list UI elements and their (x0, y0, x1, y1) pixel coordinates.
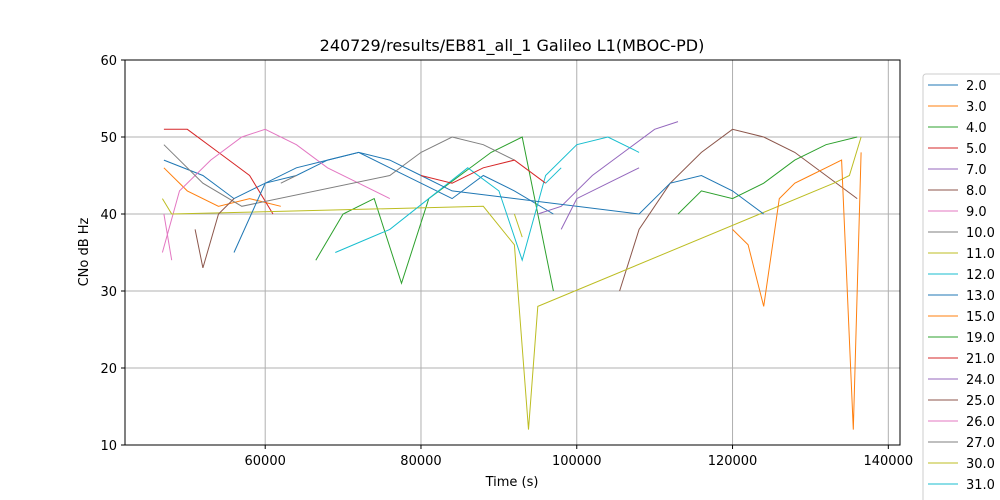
legend-label: 21.0 (966, 352, 995, 367)
series-line-27.0 (280, 175, 297, 184)
legend-label: 31.0 (966, 478, 995, 493)
legend: 2.0 3.0 4.0 5.0 7.0 8.0 9.0 10.0 11.0 12.0 13.0 15.… (922, 73, 1000, 500)
legend-label: 7.0 (966, 163, 987, 178)
legend-entry: 31.0 (928, 478, 995, 493)
series-lines (161, 121, 862, 430)
legend-label: 3.0 (966, 100, 987, 115)
series-line-21.0 (420, 159, 546, 184)
legend-entry: 25.0 (928, 394, 995, 409)
legend-entry: 19.0 (928, 331, 995, 346)
legend-entry: 7.0 (928, 163, 987, 178)
legend-entry: 8.0 (928, 184, 987, 199)
legend-entry: 11.0 (928, 247, 995, 262)
series-line-3.0 (163, 167, 281, 207)
legend-entry: 15.0 (928, 310, 995, 325)
legend-entry: 2.0 (928, 79, 987, 94)
legend-label: 15.0 (966, 310, 995, 325)
x-tick-label: 140000 (863, 454, 913, 469)
legend-label: 8.0 (966, 184, 987, 199)
legend-label: 2.0 (966, 79, 987, 94)
legend-label: 25.0 (966, 394, 995, 409)
x-axis-label: Time (s) (485, 475, 539, 490)
legend-entry: 30.0 (928, 457, 995, 472)
y-tick-label: 30 (100, 285, 117, 300)
legend-label: 5.0 (966, 142, 987, 157)
series-line-19.0 (677, 136, 858, 215)
chart-title: 240729/results/EB81_all_1 Galileo L1(MBO… (320, 36, 705, 56)
legend-entry: 5.0 (928, 142, 987, 157)
y-tick-label: 20 (100, 362, 117, 377)
legend-label: 12.0 (966, 268, 995, 283)
legend-entry: 13.0 (928, 289, 995, 304)
legend-label: 13.0 (966, 289, 995, 304)
y-tick-label: 60 (100, 54, 117, 69)
legend-entry: 26.0 (928, 415, 995, 430)
series-line-24.0 (560, 167, 640, 230)
plot-frame (124, 59, 901, 446)
series-line-12.0 (335, 136, 640, 262)
series-line-26.0 (163, 213, 173, 261)
x-ticks: 60000 80000 100000 120000 140000 (245, 445, 913, 469)
legend-entry: 24.0 (928, 373, 995, 388)
legend-box (922, 73, 1000, 500)
legend-entry: 4.0 (928, 121, 987, 136)
legend-entry: 27.0 (928, 436, 995, 451)
legend-label: 4.0 (966, 121, 987, 136)
y-tick-label: 50 (100, 131, 117, 146)
legend-label: 26.0 (966, 415, 995, 430)
series-line-10.0 (163, 136, 515, 207)
legend-entry: 12.0 (928, 268, 995, 283)
legend-label: 30.0 (966, 457, 995, 472)
series-line-11.0 (161, 136, 862, 430)
legend-entry: 21.0 (928, 352, 995, 367)
legend-entry: 10.0 (928, 226, 995, 241)
series-line-15.0 (732, 152, 862, 430)
series-line-9.0 (161, 128, 391, 253)
y-tick-label: 40 (100, 208, 117, 223)
x-tick-label: 80000 (400, 454, 441, 469)
legend-label: 19.0 (966, 331, 995, 346)
legend-label: 27.0 (966, 436, 995, 451)
legend-entry: 9.0 (928, 205, 987, 220)
series-line-25.0 (194, 198, 235, 269)
y-axis-label: CNo dB Hz (77, 217, 92, 286)
series-line-30.0 (513, 213, 523, 238)
legend-label: 11.0 (966, 247, 995, 262)
x-tick-label: 100000 (552, 454, 602, 469)
legend-label: 9.0 (966, 205, 987, 220)
y-tick-label: 10 (100, 439, 117, 454)
y-ticks: 10 20 30 40 50 60 (100, 54, 125, 454)
series-line-8.0 (619, 128, 858, 292)
legend-label: 24.0 (966, 373, 995, 388)
series-line-7.0 (537, 121, 679, 215)
series-line-31.0 (545, 167, 562, 184)
x-tick-label: 60000 (245, 454, 286, 469)
x-tick-label: 120000 (708, 454, 758, 469)
legend-label: 10.0 (966, 226, 995, 241)
plot-area (125, 60, 900, 445)
series-line-5.0 (163, 128, 274, 215)
legend-entry: 3.0 (928, 100, 987, 115)
